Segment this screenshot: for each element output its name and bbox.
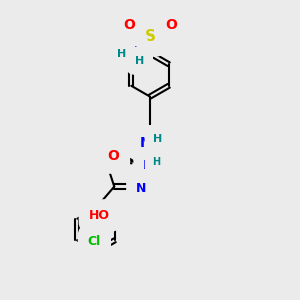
Text: H: H (135, 56, 144, 66)
Text: H: H (118, 49, 127, 59)
Text: HO: HO (88, 209, 110, 222)
Text: N: N (143, 159, 154, 172)
Text: H: H (153, 157, 161, 167)
Text: N: N (136, 182, 146, 196)
Text: O: O (165, 18, 177, 32)
Text: O: O (107, 149, 119, 163)
Text: N: N (126, 46, 138, 59)
Text: N: N (140, 136, 151, 150)
Text: Cl: Cl (88, 235, 101, 248)
Text: O: O (123, 18, 135, 32)
Text: S: S (145, 29, 155, 44)
Text: H: H (154, 134, 163, 144)
